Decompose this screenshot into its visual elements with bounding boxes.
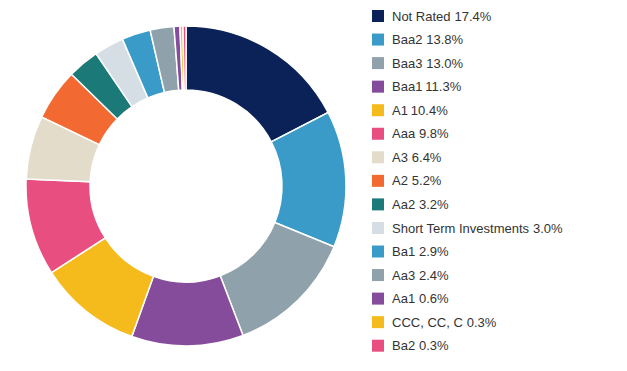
legend-category: Baa2 xyxy=(392,32,422,47)
legend-entry: Not Rated17.4% xyxy=(372,9,492,24)
legend-value: 3.2% xyxy=(419,197,449,212)
legend-value: 6.4% xyxy=(412,150,442,165)
legend-label: Ba1 2.9% xyxy=(392,244,449,259)
legend-entry: A110.4% xyxy=(372,103,448,118)
legend-category: Ba2 xyxy=(392,338,415,353)
legend-label: Ba2 0.3% xyxy=(392,338,449,353)
legend-value: 0.6% xyxy=(419,291,449,306)
legend-value: 11.3% xyxy=(425,79,461,94)
legend-category: Not Rated xyxy=(392,9,451,24)
legend-category: A3 xyxy=(392,150,408,165)
legend-swatch xyxy=(372,316,384,328)
legend-swatch xyxy=(372,57,384,69)
chart-svg: Not Rated17.4% Baa2 13.8% Baa3 13.0% Baa111.3… xyxy=(0,0,627,371)
legend-label: Aaa9.8% xyxy=(392,126,449,141)
legend-swatch xyxy=(372,293,384,305)
legend-swatch xyxy=(372,10,384,22)
legend-category: Ba1 xyxy=(392,244,415,259)
legend-category: CCC, CC, C xyxy=(392,315,463,330)
legend-category: Baa3 xyxy=(392,56,422,71)
legend-label: Baa111.3% xyxy=(392,79,462,94)
legend-value: 5.2% xyxy=(412,173,442,188)
legend-label: A110.4% xyxy=(392,103,448,118)
legend-value: 2.4% xyxy=(419,268,449,283)
legend-swatch xyxy=(372,128,384,140)
legend-label: Aa1 0.6% xyxy=(392,291,449,306)
legend-entry: Baa3 13.0% xyxy=(372,56,464,71)
legend-swatch xyxy=(372,151,384,163)
donut xyxy=(26,26,346,346)
legend-value: 0.3% xyxy=(467,315,497,330)
legend-swatch xyxy=(372,81,384,93)
legend-value: 9.8% xyxy=(419,126,449,141)
legend-category: A1 xyxy=(392,103,408,118)
slice xyxy=(183,26,186,90)
legend-entry: CCC, CC, C 0.3% xyxy=(372,315,497,330)
legend-value: 0.3% xyxy=(419,338,449,353)
legend-entry: Baa2 13.8% xyxy=(372,32,464,47)
legend-entry: Aaa9.8% xyxy=(372,126,449,141)
legend-label: A3 6.4% xyxy=(392,150,442,165)
legend-entry: Aa2 3.2% xyxy=(372,197,449,212)
legend-swatch xyxy=(372,198,384,210)
legend-value: 13.0% xyxy=(426,56,463,71)
legend-label: Not Rated17.4% xyxy=(392,9,492,24)
legend-label: Baa3 13.0% xyxy=(392,56,464,71)
legend-swatch xyxy=(372,340,384,352)
legend-label: Aa2 3.2% xyxy=(392,197,449,212)
legend-value: 3.0% xyxy=(533,221,563,236)
legend-swatch xyxy=(372,104,384,116)
legend-entry: Aa1 0.6% xyxy=(372,291,449,306)
legend-swatch xyxy=(372,222,384,234)
chart-container: Not Rated17.4% Baa2 13.8% Baa3 13.0% Baa111.3… xyxy=(0,0,627,371)
legend-label: A2 5.2% xyxy=(392,173,442,188)
legend-value: 13.8% xyxy=(426,32,463,47)
legend-category: Aa1 xyxy=(392,291,415,306)
legend-value: 10.4% xyxy=(411,103,448,118)
legend-category: A2 xyxy=(392,173,408,188)
legend-entry: A3 6.4% xyxy=(372,150,442,165)
legend-entry: Aa3 2.4% xyxy=(372,268,449,283)
legend-label: Aa3 2.4% xyxy=(392,268,449,283)
legend-label: Short Term Investments3.0% xyxy=(392,221,563,236)
legend-label: Baa2 13.8% xyxy=(392,32,464,47)
legend-entry: Ba1 2.9% xyxy=(372,244,449,259)
legend-category: Short Term Investments xyxy=(392,221,530,236)
legend-entry: Short Term Investments3.0% xyxy=(372,221,563,236)
legend-entry: A2 5.2% xyxy=(372,173,442,188)
legend-category: Baa1 xyxy=(392,79,422,94)
legend-value: 17.4% xyxy=(454,9,491,24)
legend-value: 2.9% xyxy=(419,244,449,259)
legend-swatch xyxy=(372,246,384,258)
legend-label: CCC, CC, C 0.3% xyxy=(392,315,497,330)
legend-category: Aa2 xyxy=(392,197,415,212)
legend-entry: Baa111.3% xyxy=(372,79,462,94)
legend-swatch xyxy=(372,269,384,281)
legend-category: Aaa xyxy=(392,126,416,141)
legend-swatch xyxy=(372,175,384,187)
legend: Not Rated17.4% Baa2 13.8% Baa3 13.0% Baa111.3… xyxy=(372,9,563,354)
slice xyxy=(26,179,105,273)
legend-category: Aa3 xyxy=(392,268,415,283)
legend-swatch xyxy=(372,34,384,46)
legend-entry: Ba2 0.3% xyxy=(372,338,449,353)
